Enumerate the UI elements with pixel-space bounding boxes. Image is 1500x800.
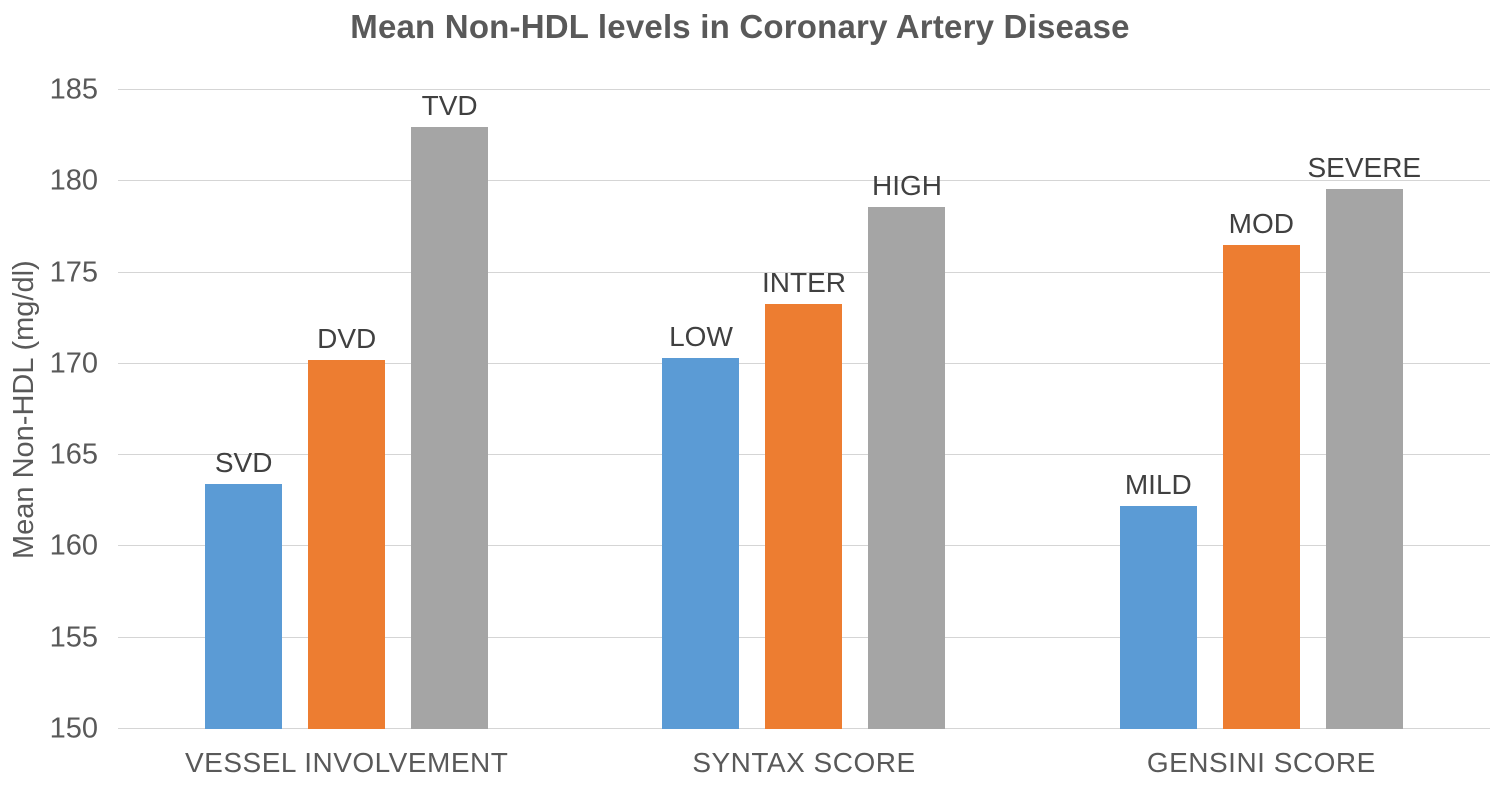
x-category-label-syntax-score: SYNTAX SCORE bbox=[692, 747, 916, 778]
bar-data-label-svd: SVD bbox=[214, 447, 273, 479]
bar-svd: SVD bbox=[205, 449, 283, 729]
bar-group-gensini-score: MILD MOD SEVERE bbox=[1033, 90, 1490, 729]
bar-severe: SEVERE bbox=[1308, 153, 1421, 729]
bar-data-label-low: LOW bbox=[669, 321, 733, 353]
y-tick-label: 170 bbox=[49, 347, 98, 380]
bar-tvd: TVD bbox=[411, 91, 489, 729]
plot-area: SVD DVD TVD LOW INTER HIGH MILD MOD SEVERE bbox=[118, 89, 1490, 729]
y-tick-label: 185 bbox=[49, 73, 98, 106]
bar-mod: MOD bbox=[1222, 210, 1300, 729]
bar-data-label-inter: INTER bbox=[761, 266, 846, 298]
y-tick-label: 150 bbox=[49, 712, 98, 745]
y-tick-label: 175 bbox=[49, 256, 98, 289]
bar-data-label-high: HIGH bbox=[871, 169, 942, 201]
gridline bbox=[118, 180, 1490, 182]
bar-data-label-mild: MILD bbox=[1124, 469, 1192, 501]
bar-data-label-severe: SEVERE bbox=[1307, 151, 1422, 183]
bar-data-label-mod: MOD bbox=[1228, 208, 1294, 240]
bar-data-label-tvd: TVD bbox=[421, 89, 478, 121]
y-axis-ticks: 150 155 160 165 170 175 180 185 bbox=[0, 75, 106, 743]
x-category-label-vessel-involvement: VESSEL INVOLVEMENT bbox=[185, 747, 509, 778]
bar-mild: MILD bbox=[1119, 471, 1197, 729]
bar-group-vessel-involvement: SVD DVD TVD bbox=[118, 90, 575, 729]
y-tick-label: 165 bbox=[49, 438, 98, 471]
gridline bbox=[118, 271, 1490, 273]
bar-inter: INTER bbox=[762, 268, 846, 729]
bar-data-label-dvd: DVD bbox=[317, 323, 377, 355]
bar-high: HIGH bbox=[868, 171, 946, 729]
gridline bbox=[118, 89, 1490, 90]
x-category-label-gensini-score: GENSINI SCORE bbox=[1146, 747, 1376, 778]
y-tick-label: 180 bbox=[49, 164, 98, 197]
bar-group-syntax-score: LOW INTER HIGH bbox=[575, 90, 1032, 729]
y-tick-label: 160 bbox=[49, 529, 98, 562]
y-tick-label: 155 bbox=[49, 621, 98, 654]
x-axis-labels: VESSEL INVOLVEMENT SYNTAX SCORE GENSINI SC… bbox=[118, 747, 1490, 779]
bar-dvd: DVD bbox=[308, 325, 386, 729]
chart-title: Mean Non-HDL levels in Coronary Artery D… bbox=[350, 8, 1130, 45]
bars-layer: SVD DVD TVD LOW INTER HIGH MILD MOD SEVERE bbox=[118, 90, 1490, 729]
bar-low: LOW bbox=[662, 323, 740, 729]
